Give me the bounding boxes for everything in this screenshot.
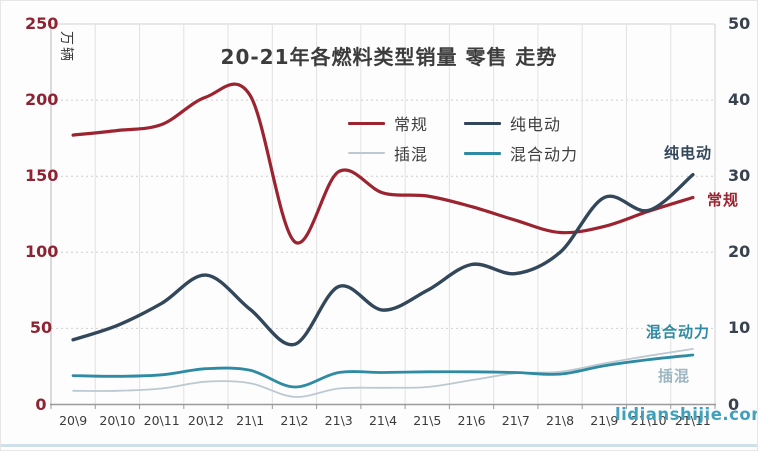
legend-swatch-phev — [348, 152, 385, 154]
legend-label-hev: 混合动力 — [510, 145, 579, 164]
right-axis-tick-label: 30 — [728, 166, 751, 186]
left-axis-tick-label: 50 — [29, 318, 53, 338]
series-end-label-bev: 纯电动 — [664, 144, 713, 162]
legend-label-bev: 纯电动 — [510, 115, 562, 134]
right-axis-tick-label: 0 — [728, 394, 740, 414]
x-axis-label: 20\10 — [99, 413, 136, 428]
legend-swatch-hev — [464, 151, 501, 155]
right-axis-tick-label: 40 — [728, 90, 751, 110]
legend-label-phev: 插混 — [394, 145, 429, 164]
line-conventional — [71, 82, 695, 245]
bottom-border-strip — [1, 444, 757, 447]
left-axis-unit-label: 万辆 — [58, 31, 74, 63]
legend-item-bev: 纯电动 — [464, 113, 562, 134]
left-axis-tick-label: 0 — [35, 394, 47, 414]
x-axis-label: 21\3 — [324, 413, 353, 428]
series-end-label-phev: 插混 — [658, 367, 691, 385]
x-axis-label: 21\11 — [674, 413, 711, 428]
chart-title: 20-21年各燃料类型销量 零售 走势 — [220, 45, 558, 69]
x-axis-label: 21\2 — [280, 413, 309, 428]
x-axis-label: 21\6 — [457, 413, 486, 428]
x-axis-label: 20\12 — [187, 413, 224, 428]
series-end-label-hev: 混合动力 — [646, 323, 711, 341]
left-axis-tick-label: 100 — [25, 242, 59, 262]
x-axis-label: 21\5 — [413, 413, 442, 428]
legend-item-hev: 混合动力 — [464, 143, 579, 164]
x-axis-label: 21\10 — [630, 413, 667, 428]
legend-item-phev: 插混 — [348, 143, 429, 164]
x-axis-label: 21\9 — [590, 413, 619, 428]
right-axis-tick-label: 10 — [728, 318, 751, 338]
legend-swatch-conventional — [348, 121, 385, 125]
legend-item-conventional: 常规 — [348, 113, 429, 134]
x-axis-label: 21\1 — [236, 413, 265, 428]
left-axis-tick-label: 250 — [25, 14, 59, 33]
line-bev — [71, 173, 695, 347]
x-axis-label: 21\4 — [368, 413, 398, 428]
x-axis-label: 20\11 — [143, 413, 180, 428]
series-end-label-conventional: 常规 — [707, 191, 740, 209]
left-axis-tick-label: 150 — [25, 166, 59, 186]
left-axis-tick-label: 200 — [25, 90, 59, 110]
right-axis-tick-label: 50 — [728, 14, 751, 33]
watermark: lidianshijie.com — [615, 405, 758, 424]
line-hev — [71, 353, 695, 389]
x-axis-label: 21\7 — [501, 413, 530, 428]
x-axis-label: 21\8 — [546, 413, 575, 428]
legend-label-conventional: 常规 — [394, 115, 429, 134]
x-axis-label: 20\9 — [59, 413, 88, 428]
right-axis-tick-label: 20 — [728, 242, 751, 262]
line-phev — [72, 348, 694, 398]
legend-swatch-bev — [464, 121, 501, 125]
